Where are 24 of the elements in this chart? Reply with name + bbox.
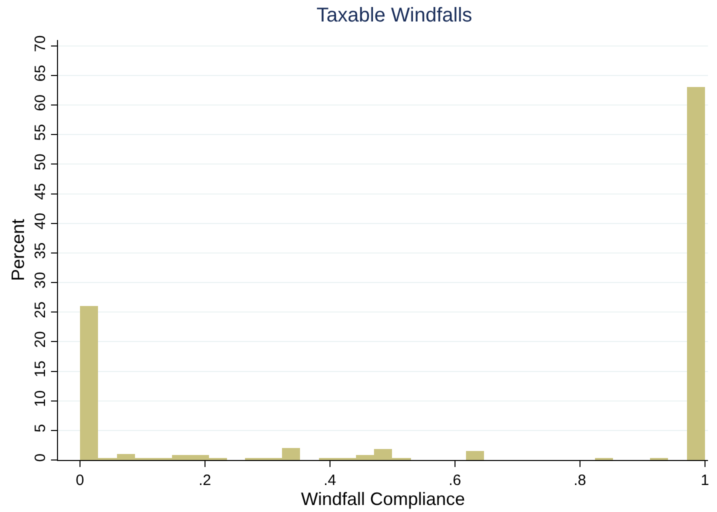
x-tick-label: 1 xyxy=(700,472,710,489)
y-tick-label: 50 xyxy=(32,154,49,170)
y-tick-label: 10 xyxy=(32,390,49,407)
chart-title: Taxable Windfalls xyxy=(316,4,472,27)
x-tick-label: .4 xyxy=(324,472,336,489)
y-tick-label: 60 xyxy=(32,94,49,112)
y-tick-label: 5 xyxy=(32,424,49,432)
y-tick-label: 30 xyxy=(32,272,49,289)
y-tick-label: 35 xyxy=(32,242,49,260)
x-tick-label: .6 xyxy=(448,472,462,489)
y-tick-label: 20 xyxy=(32,331,49,348)
y-tick-label: 45 xyxy=(32,183,49,200)
y-tick-label: 70 xyxy=(32,35,49,52)
y-axis-title: Percent xyxy=(8,218,28,282)
x-axis-title: Windfall Compliance xyxy=(300,489,466,509)
x-tick-label: 0 xyxy=(76,472,84,489)
x-tick-label: .8 xyxy=(574,472,586,489)
y-tick-label: 40 xyxy=(32,212,49,230)
y-tick-label: 55 xyxy=(32,124,49,141)
y-tick-label: 25 xyxy=(32,302,49,318)
x-tick-label: .2 xyxy=(198,472,212,489)
y-tick-label: 65 xyxy=(32,64,49,82)
y-tick-label: 0 xyxy=(32,454,49,462)
y-tick-label: 15 xyxy=(32,360,49,378)
